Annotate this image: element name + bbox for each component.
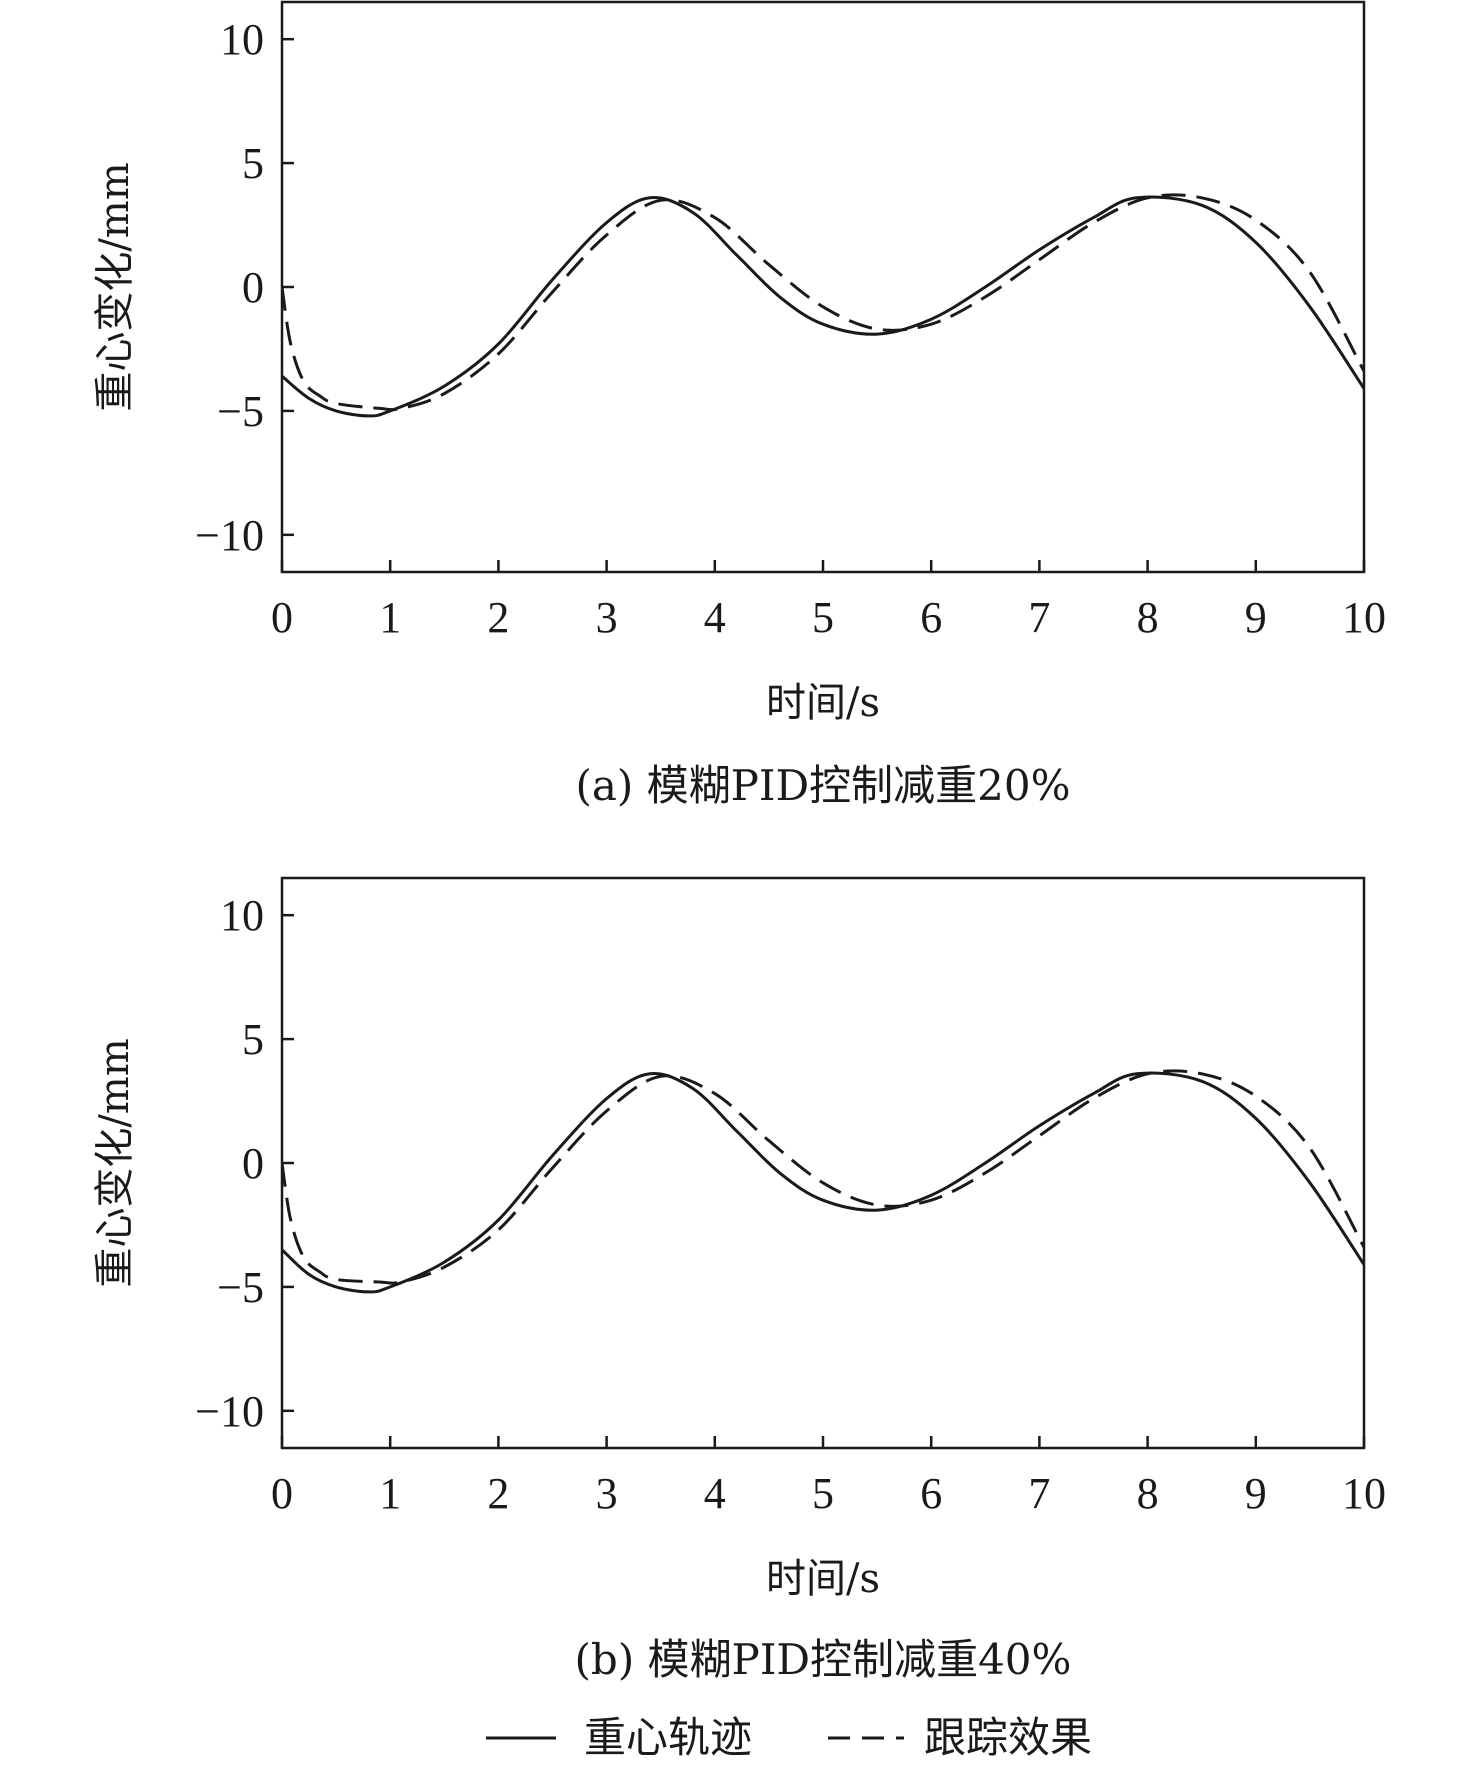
legend-label: 重心轨迹 bbox=[584, 1713, 752, 1762]
series-line-trajectory bbox=[282, 1071, 1364, 1294]
x-tick-label: 3 bbox=[596, 593, 618, 642]
legend-label: 跟踪效果 bbox=[924, 1713, 1092, 1762]
plot-frame bbox=[280, 0, 1366, 574]
y-tick-label: −10 bbox=[195, 1387, 264, 1436]
chart-panel-a: 0 1 2 3 4 5 6 7 8 9 10 10 5 0 −5 −10 时间/s 重心变化/mm (a) 模糊PI… bbox=[92, 0, 1386, 810]
y-tick-label: 0 bbox=[242, 263, 264, 312]
y-tick-label: −5 bbox=[217, 387, 264, 436]
x-tick-label: 8 bbox=[1137, 593, 1159, 642]
x-tick-label: 10 bbox=[1342, 1469, 1386, 1518]
y-axis-label: 重心变化/mm bbox=[92, 162, 138, 411]
x-tick-label: 3 bbox=[596, 1469, 618, 1518]
panel-caption: (a) 模糊PID控制减重20% bbox=[575, 761, 1070, 810]
y-tick-label: −10 bbox=[195, 511, 264, 560]
y-axis-label: 重心变化/mm bbox=[92, 1038, 138, 1287]
x-tick-label: 9 bbox=[1245, 593, 1267, 642]
legend: 重心轨迹 跟踪效果 bbox=[486, 1713, 1092, 1762]
series-line-tracking bbox=[282, 193, 1364, 412]
x-tick-label: 2 bbox=[487, 1469, 509, 1518]
x-tick-label: 7 bbox=[1028, 593, 1050, 642]
x-tick-label: 10 bbox=[1342, 593, 1386, 642]
plot-frame bbox=[280, 876, 1366, 1450]
y-tick-label: 5 bbox=[242, 1015, 264, 1064]
x-tick-label: 9 bbox=[1245, 1469, 1267, 1518]
x-tick-label: 5 bbox=[812, 1469, 834, 1518]
y-tick-label: −5 bbox=[217, 1263, 264, 1312]
x-tick-label: 4 bbox=[704, 593, 726, 642]
x-tick-label: 0 bbox=[271, 1469, 293, 1518]
x-tick-label: 1 bbox=[379, 1469, 401, 1518]
x-tick-label: 6 bbox=[920, 1469, 942, 1518]
x-tick-label: 6 bbox=[920, 593, 942, 642]
x-tick-label: 1 bbox=[379, 593, 401, 642]
x-tick-label: 0 bbox=[271, 593, 293, 642]
x-axis-label: 时间/s bbox=[766, 1556, 880, 1602]
chart-panel-b: 0 1 2 3 4 5 6 7 8 9 10 10 5 0 −5 −10 时间/s 重心变化/mm (b) 模糊PI… bbox=[92, 876, 1386, 1684]
x-tick-label: 2 bbox=[487, 593, 509, 642]
y-tick-label: 10 bbox=[220, 891, 264, 940]
panel-caption: (b) 模糊PID控制减重40% bbox=[575, 1635, 1072, 1684]
series-line-tracking bbox=[282, 1069, 1364, 1285]
x-tick-label: 8 bbox=[1137, 1469, 1159, 1518]
x-tick-label: 5 bbox=[812, 593, 834, 642]
x-tick-label: 7 bbox=[1028, 1469, 1050, 1518]
x-tick-label: 4 bbox=[704, 1469, 726, 1518]
y-tick-label: 5 bbox=[242, 139, 264, 188]
y-tick-label: 10 bbox=[220, 15, 264, 64]
x-axis-label: 时间/s bbox=[766, 680, 880, 726]
y-tick-label: 0 bbox=[242, 1139, 264, 1188]
